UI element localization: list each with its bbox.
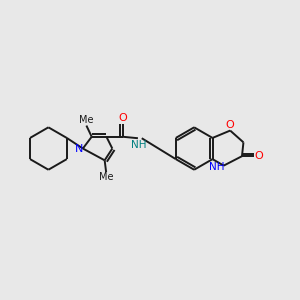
Text: N: N <box>75 143 83 154</box>
Text: NH: NH <box>131 140 146 150</box>
Text: O: O <box>226 120 235 130</box>
Text: Me: Me <box>79 115 94 125</box>
Text: Me: Me <box>99 172 113 182</box>
Text: O: O <box>118 113 127 124</box>
Text: O: O <box>255 151 263 161</box>
Text: NH: NH <box>208 162 224 172</box>
